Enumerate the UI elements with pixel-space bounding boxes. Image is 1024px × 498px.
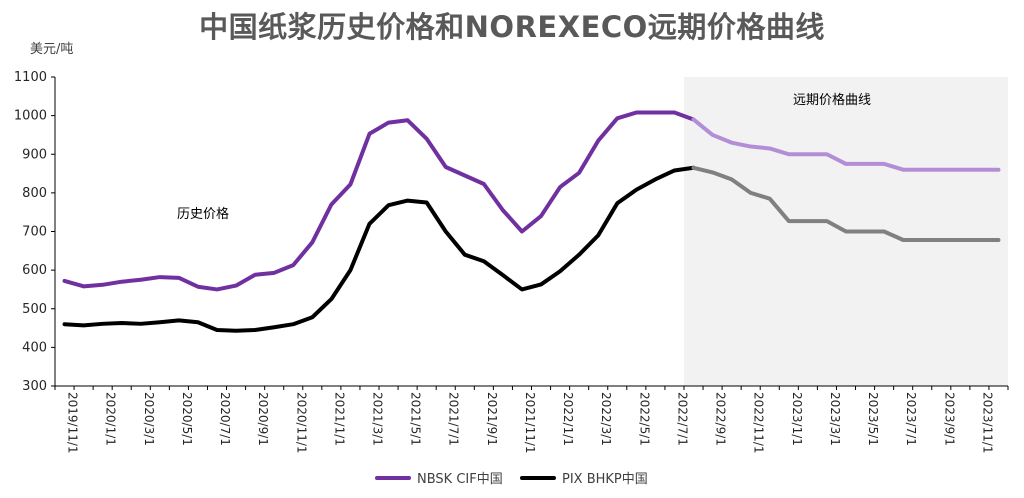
y-tick-label: 1000 xyxy=(14,109,47,124)
legend-swatch-nbsk xyxy=(375,475,411,480)
y-tick-label: 700 xyxy=(22,225,47,240)
x-tick-label: 2022/9/1 xyxy=(714,392,728,446)
y-tick-label: 400 xyxy=(22,340,47,355)
x-tick-label: 2022/1/1 xyxy=(561,392,575,446)
x-tick-label: 2020/3/1 xyxy=(142,392,156,446)
x-tick-label: 2022/11/1 xyxy=(752,392,766,454)
x-tick-label: 2021/9/1 xyxy=(485,392,499,446)
x-tick-label: 2019/11/1 xyxy=(66,392,80,454)
legend-label-pix: PIX BHKP中国 xyxy=(562,472,648,487)
x-tick-label: 2022/5/1 xyxy=(637,392,651,446)
x-tick-label: 2022/7/1 xyxy=(675,392,689,446)
y-tick-label: 1100 xyxy=(14,70,47,85)
x-tick-label: 2023/9/1 xyxy=(942,392,956,446)
chart-title: 中国纸浆历史价格和NOREXECO远期价格曲线 xyxy=(199,10,825,44)
series-line-history-0 xyxy=(62,110,696,292)
x-tick-label: 2021/7/1 xyxy=(447,392,461,446)
x-tick-label: 2023/5/1 xyxy=(866,392,880,446)
x-tick-label: 2021/3/1 xyxy=(370,392,384,446)
x-tick-label: 2021/5/1 xyxy=(409,392,423,446)
legend-item-pix: PIX BHKP中国 xyxy=(520,468,648,487)
y-tick-label: 500 xyxy=(22,302,47,317)
y-tick-label: 800 xyxy=(22,186,47,201)
x-tick-label: 2021/11/1 xyxy=(523,392,537,454)
legend-swatch-pix xyxy=(520,475,556,480)
series-line-history-1 xyxy=(62,165,696,333)
x-tick-label: 2023/1/1 xyxy=(790,392,804,446)
x-tick-label: 2020/9/1 xyxy=(256,392,270,446)
price-line-chart: 300 400 500 600 700 800 900 1000 1100 2019/11/1 20… xyxy=(14,70,1009,454)
series-line-forecast-1 xyxy=(691,165,1001,242)
series-line-forecast-0 xyxy=(691,117,1001,172)
forecast-region-label: 远期价格曲线 xyxy=(793,92,871,108)
x-tick-label: 2020/7/1 xyxy=(218,392,232,446)
x-tick-label: 2020/11/1 xyxy=(294,392,308,454)
y-tick-label: 300 xyxy=(22,379,47,394)
x-tick-label: 2023/3/1 xyxy=(828,392,842,446)
x-tick-label: 2020/5/1 xyxy=(180,392,194,446)
x-tick-label: 2020/1/1 xyxy=(104,392,118,446)
x-tick-label: 2023/11/1 xyxy=(980,392,994,454)
y-axis-unit-label: 美元/吨 xyxy=(30,42,74,57)
legend-item-nbsk: NBSK CIF中国 xyxy=(375,468,503,487)
y-tick-label: 900 xyxy=(22,147,47,162)
history-label: 历史价格 xyxy=(177,206,229,222)
y-tick-label: 600 xyxy=(22,263,47,278)
x-tick-label: 2023/7/1 xyxy=(904,392,918,446)
legend-label-nbsk: NBSK CIF中国 xyxy=(417,472,503,487)
x-tick-label: 2022/3/1 xyxy=(599,392,613,446)
legend: NBSK CIF中国 PIX BHKP中国 xyxy=(0,468,1024,490)
x-tick-label: 2021/1/1 xyxy=(332,392,346,446)
